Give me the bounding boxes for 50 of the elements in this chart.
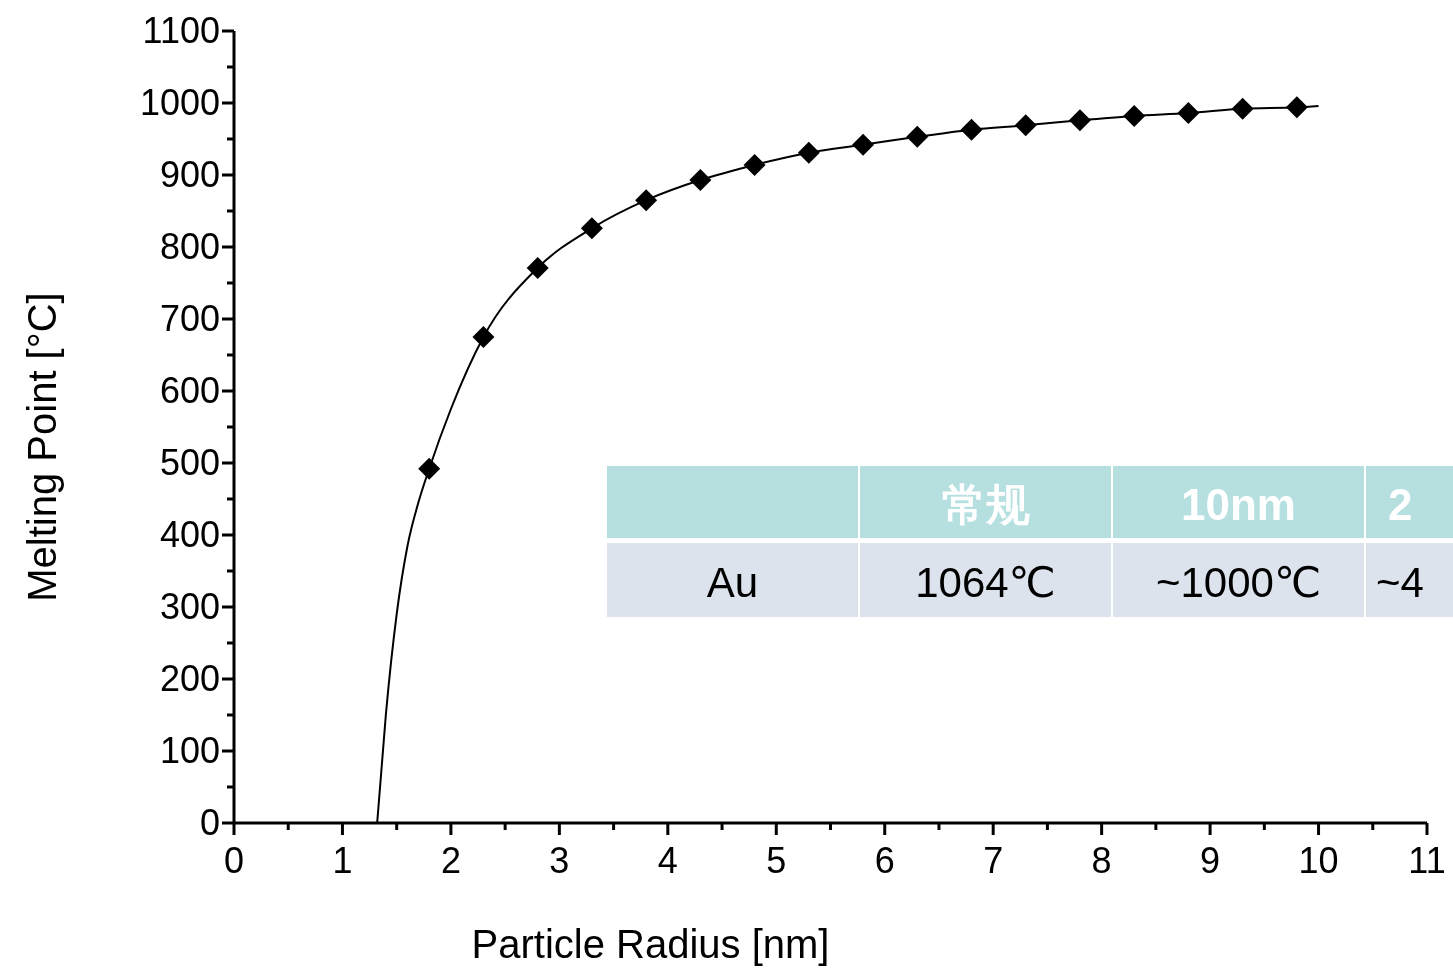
x-tick-label: 11 (1408, 840, 1446, 881)
point (797, 141, 820, 164)
y-tick-label: 700 (159, 298, 220, 339)
y-tick-label: 100 (159, 730, 220, 771)
point (1014, 114, 1037, 137)
point (960, 118, 983, 141)
point (418, 457, 441, 480)
point (472, 326, 495, 348)
y-tick-label: 500 (159, 442, 220, 483)
point (1177, 102, 1200, 125)
annotation: 2 (1388, 480, 1413, 529)
point (635, 189, 658, 212)
x-tick-label: 1 (332, 840, 353, 881)
annotation: 1064℃ (915, 559, 1056, 606)
x-tick-label: 3 (549, 840, 570, 881)
point (1068, 109, 1091, 132)
point (743, 153, 766, 176)
x-tick-label: 4 (657, 840, 678, 881)
x-tick-label: 6 (874, 840, 895, 881)
point (852, 133, 875, 156)
point (526, 256, 549, 279)
x-tick-label: 10 (1298, 840, 1339, 881)
x-tick-label: 0 (223, 840, 245, 881)
annotation: ~4 (1376, 559, 1424, 606)
annotation: 常规 (941, 480, 1030, 529)
y-tick-label: 0 (199, 802, 220, 843)
point (580, 217, 603, 240)
y-tick-label: 800 (159, 226, 220, 267)
annotation: Au (706, 559, 759, 606)
x-tick-label: 2 (440, 840, 461, 881)
y-tick-label: 600 (159, 370, 220, 411)
point (906, 125, 929, 148)
x-tick-label: 8 (1091, 840, 1112, 881)
point (1285, 96, 1308, 119)
point (1123, 104, 1146, 127)
y-tick-label: 1100 (142, 10, 220, 51)
annotation: ~1000℃ (1155, 559, 1322, 606)
x-tick-label: 7 (983, 840, 1004, 881)
y-axis-title: Melting Point [°C] (20, 292, 64, 602)
y-tick-label: 400 (159, 514, 220, 555)
annotation: 10nm (1181, 480, 1296, 529)
x-tick-label: 5 (766, 840, 787, 881)
y-tick-label: 200 (159, 658, 220, 699)
point (689, 169, 712, 192)
y-tick-label: 1000 (139, 82, 220, 123)
x-tick-label: 9 (1200, 840, 1221, 881)
x-axis-title: Particle Radius [nm] (471, 922, 830, 966)
y-tick-label: 900 (159, 154, 220, 195)
y-tick-label: 300 (159, 586, 220, 627)
point (1231, 97, 1254, 120)
